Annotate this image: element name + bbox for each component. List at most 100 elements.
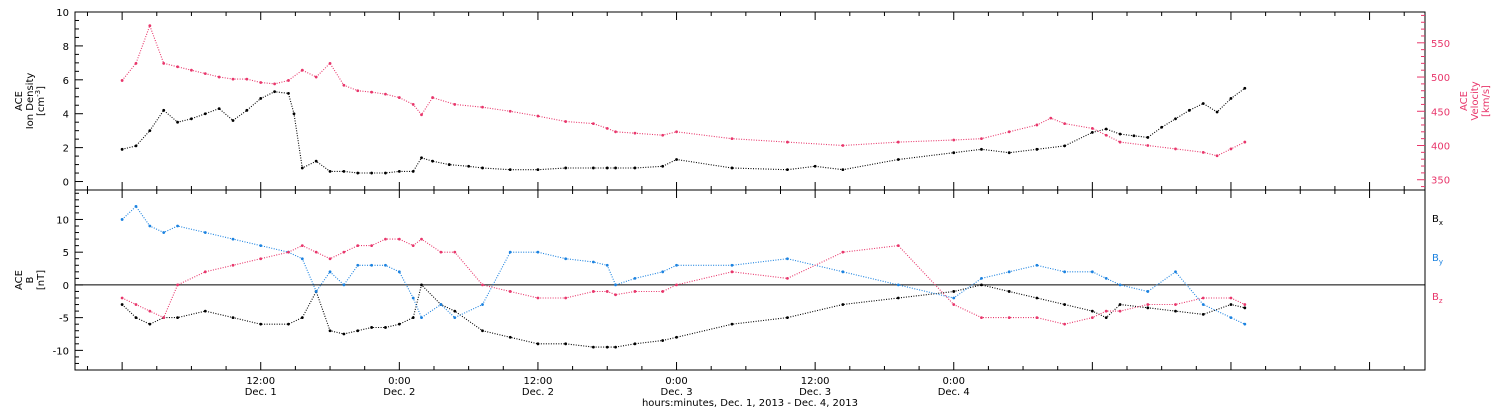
bx-point: [536, 342, 540, 346]
density-point: [1104, 127, 1108, 131]
density-point: [1063, 144, 1067, 148]
velocity-point: [420, 113, 423, 117]
velocity-point: [730, 137, 734, 141]
density-point: [730, 166, 734, 170]
bz-point: [1090, 316, 1094, 320]
field-label-line2: B: [25, 276, 36, 283]
density-point: [273, 90, 276, 94]
density-unit-sup: -3: [34, 90, 42, 97]
bz-point: [384, 237, 387, 241]
bx-point: [453, 309, 457, 313]
bz-point: [675, 283, 678, 287]
bx-point: [1201, 312, 1205, 316]
velocity-point: [633, 131, 637, 135]
by-point: [841, 270, 845, 274]
legend-by: By: [1432, 253, 1443, 266]
by-point: [162, 231, 166, 234]
density-point: [1118, 132, 1122, 136]
legend: Bx By Bz: [1432, 214, 1443, 305]
bz-point: [356, 244, 360, 248]
velocity-point: [314, 75, 318, 79]
density-point: [431, 159, 434, 163]
velocity-point: [1007, 130, 1011, 134]
by-point: [1201, 303, 1205, 306]
bx-point: [370, 326, 374, 329]
density-point: [786, 168, 789, 172]
density-point: [591, 166, 595, 170]
field-axis-label: ACE B [nT]: [14, 270, 47, 290]
by-point: [1229, 316, 1233, 320]
density-point: [661, 164, 665, 168]
density-point: [605, 166, 609, 170]
bx-series-line: [121, 283, 1245, 348]
density-point: [292, 112, 296, 116]
density-point: [370, 171, 374, 175]
bz-point: [1201, 296, 1205, 300]
velocity-point: [508, 109, 512, 113]
density-unit-post: ]: [36, 86, 47, 90]
velocity-point: [1090, 126, 1094, 130]
velocity-point: [1146, 144, 1150, 147]
density-point: [1174, 117, 1177, 121]
by-point: [231, 237, 235, 241]
by-point: [614, 283, 617, 287]
legend-bx-sub: x: [1439, 219, 1443, 227]
by-point: [259, 244, 263, 248]
bz-point: [120, 296, 124, 300]
by-point: [481, 303, 484, 306]
bx-point: [786, 316, 789, 320]
density-point: [564, 166, 568, 170]
bz-point: [1229, 296, 1233, 300]
density-point: [134, 144, 138, 148]
velocity-axis-label: ACE Velocity [km/s]: [1459, 81, 1492, 120]
by-point: [1118, 283, 1122, 287]
velocity-label-unit: [km/s]: [1481, 85, 1492, 117]
by-point: [411, 296, 415, 300]
bz-point: [980, 316, 983, 320]
velocity-label-line1: ACE: [1459, 91, 1470, 111]
by-point: [1104, 276, 1108, 280]
bx-point: [1146, 306, 1150, 310]
velocity-point: [1049, 116, 1053, 120]
field-tick-label: -5: [59, 314, 69, 325]
velocity-point: [614, 130, 617, 134]
density-point: [1160, 125, 1164, 129]
velocity-tick-label: 450: [1431, 107, 1450, 118]
bz-point: [162, 316, 166, 320]
density-tick-label: 6: [63, 76, 69, 87]
bz-point: [453, 250, 457, 254]
by-point: [176, 224, 179, 228]
bz-point: [259, 257, 263, 261]
velocity-point: [1215, 154, 1219, 158]
bx-point: [1174, 309, 1177, 313]
velocity-point: [841, 144, 845, 147]
velocity-point: [605, 126, 609, 130]
velocity-point: [1063, 122, 1067, 125]
density-point: [633, 166, 637, 170]
bx-point: [481, 329, 484, 333]
velocity-tick-label: 500: [1431, 73, 1450, 84]
bx-point: [328, 329, 332, 333]
density-point: [1229, 97, 1233, 100]
bz-point: [1146, 303, 1150, 306]
bz-point: [896, 244, 900, 248]
bx-point: [605, 345, 609, 349]
bz-point: [439, 250, 443, 254]
bz-point: [730, 270, 734, 274]
velocity-point: [661, 133, 665, 137]
date-tick-label: Dec. 2: [383, 387, 415, 398]
by-point: [605, 263, 609, 267]
by-point: [591, 260, 595, 264]
bx-point: [1229, 303, 1233, 306]
density-point: [1215, 110, 1219, 114]
bx-point: [1118, 303, 1122, 306]
density-point: [1007, 151, 1011, 155]
date-tick-label: Dec. 3: [799, 387, 831, 398]
bz-point: [633, 290, 637, 293]
bx-point: [564, 342, 568, 346]
by-point: [633, 276, 637, 280]
density-point: [1187, 108, 1191, 112]
bz-point: [536, 296, 540, 300]
legend-bz-sub: z: [1439, 297, 1443, 305]
